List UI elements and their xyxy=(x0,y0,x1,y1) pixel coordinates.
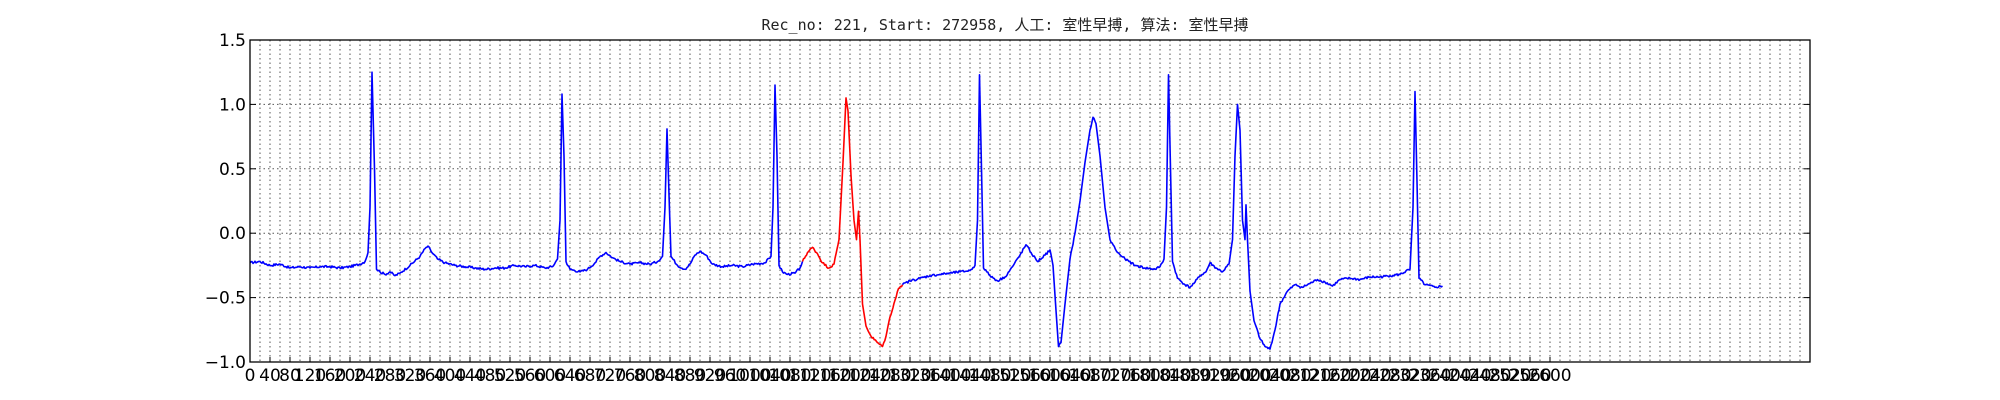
x-tick-label: 560 xyxy=(514,366,546,386)
x-tick-label: 1920 xyxy=(1188,366,1231,386)
x-tick-label: 2400 xyxy=(1428,366,1471,386)
x-tick-label: 2600 xyxy=(1528,366,1571,386)
x-tick-label: 80 xyxy=(279,366,301,386)
x-tick-label: 2320 xyxy=(1388,366,1431,386)
x-tick-label: 1760 xyxy=(1108,366,1151,386)
x-tick-label: 1440 xyxy=(948,366,991,386)
y-tick-label: 1.5 xyxy=(219,31,246,51)
x-tick-label: 1880 xyxy=(1168,366,1211,386)
x-tick-label: 1320 xyxy=(888,366,931,386)
x-tick-label: 200 xyxy=(334,366,366,386)
x-tick-label: 40 xyxy=(259,366,281,386)
x-tick-label: 1600 xyxy=(1028,366,1071,386)
x-tick-label: 1840 xyxy=(1148,366,1191,386)
x-tick-label: 640 xyxy=(554,366,586,386)
x-tick-label: 1400 xyxy=(928,366,971,386)
x-tick-label: 600 xyxy=(534,366,566,386)
x-tick-label: 120 xyxy=(294,366,326,386)
y-tick-label: −1.0 xyxy=(205,353,246,373)
x-tick-label: 2080 xyxy=(1268,366,1311,386)
x-tick-label: 1480 xyxy=(968,366,1011,386)
x-tick-label: 1360 xyxy=(908,366,951,386)
x-tick-label: 2360 xyxy=(1408,366,1451,386)
x-tick-label: 2040 xyxy=(1248,366,1291,386)
ecg-series-3 xyxy=(901,73,1443,350)
x-tick-label: 2160 xyxy=(1308,366,1351,386)
x-tick-label: 1040 xyxy=(748,366,791,386)
x-tick-label: 1680 xyxy=(1068,366,1111,386)
x-tick-label: 960 xyxy=(714,366,746,386)
x-tick-label: 2480 xyxy=(1468,366,1511,386)
x-tick-label: 280 xyxy=(374,366,406,386)
y-tick-label: 0.0 xyxy=(219,224,246,244)
x-tick-label: 240 xyxy=(354,366,386,386)
y-tick-label: 0.5 xyxy=(219,160,246,180)
plot-frame xyxy=(249,39,1811,363)
x-tick-label: 1560 xyxy=(1008,366,1051,386)
x-tick-label: 2200 xyxy=(1328,366,1371,386)
signal-traces xyxy=(249,71,1443,350)
x-tick-label: 1240 xyxy=(848,366,891,386)
grid xyxy=(250,40,1810,362)
x-tick-label: 880 xyxy=(674,366,706,386)
x-tick-label: 2520 xyxy=(1488,366,1531,386)
x-tick-label: 520 xyxy=(494,366,526,386)
x-tick-label: 320 xyxy=(394,366,426,386)
x-tick-label: 1280 xyxy=(868,366,911,386)
x-tick-label: 2000 xyxy=(1228,366,1271,386)
x-tick-label: 440 xyxy=(454,366,486,386)
x-tick-label: 760 xyxy=(614,366,646,386)
x-tick-label: 0 xyxy=(245,366,256,386)
x-tick-label: 1160 xyxy=(808,366,851,386)
x-tick-label: 1640 xyxy=(1048,366,1091,386)
x-tick-label: 400 xyxy=(434,366,466,386)
x-tick-label: 160 xyxy=(314,366,346,386)
axis-ticks: −1.0 −0.5 0.0 0.5 1.0 1.5 0 4080120160200240280… xyxy=(205,31,1810,386)
x-tick-label: 360 xyxy=(414,366,446,386)
x-tick-label: 480 xyxy=(474,366,506,386)
x-tick-label: 1080 xyxy=(768,366,811,386)
x-tick-label: 840 xyxy=(654,366,686,386)
chart-title: Rec_no: 221, Start: 272958, 人工: 室性早搏, 算法… xyxy=(761,16,1248,34)
y-tick-label: −0.5 xyxy=(205,289,246,309)
ecg-series-2 xyxy=(801,97,904,348)
x-tick-label: 1800 xyxy=(1128,366,1171,386)
x-tick-label: 1720 xyxy=(1088,366,1131,386)
x-tick-label: 800 xyxy=(634,366,666,386)
x-tick-label: 920 xyxy=(694,366,726,386)
y-tick-label: 1.0 xyxy=(219,95,246,115)
x-tick-label: 2560 xyxy=(1508,366,1551,386)
x-tick-label: 1000 xyxy=(728,366,771,386)
ecg-series-1 xyxy=(249,71,804,277)
x-tick-label: 680 xyxy=(574,366,606,386)
x-tick-label: 720 xyxy=(594,366,626,386)
x-tick-label: 1200 xyxy=(828,366,871,386)
x-tick-label: 2440 xyxy=(1448,366,1491,386)
x-tick-label: 2120 xyxy=(1288,366,1331,386)
x-tick-label: 2280 xyxy=(1368,366,1411,386)
x-tick-label: 1120 xyxy=(788,366,831,386)
x-tick-label: 1520 xyxy=(988,366,1031,386)
x-tick-label: 2240 xyxy=(1348,366,1391,386)
x-tick-label: 1960 xyxy=(1208,366,1251,386)
